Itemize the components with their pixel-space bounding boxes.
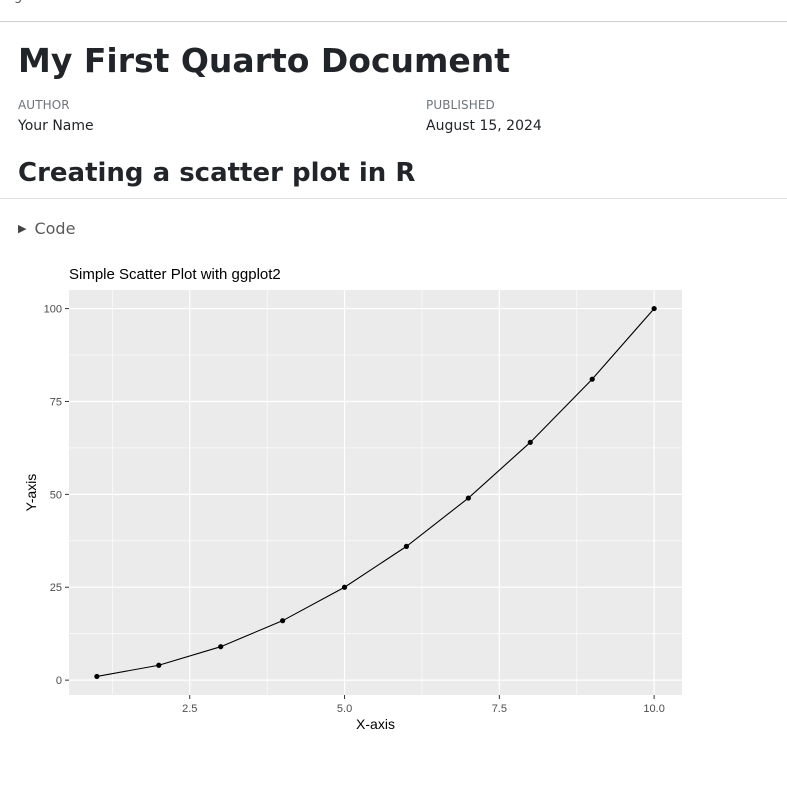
data-point: [218, 644, 224, 650]
x-tick-label: 5.0: [337, 703, 352, 715]
data-point: [280, 618, 286, 624]
disclosure-triangle-icon: ▶: [18, 222, 27, 235]
section-heading: Creating a scatter plot in R: [18, 158, 416, 188]
x-tick-label: 7.5: [492, 703, 507, 715]
data-point: [527, 439, 533, 445]
data-point: [341, 584, 348, 590]
published-value: August 15, 2024: [426, 118, 542, 134]
data-point: [156, 662, 162, 668]
y-tick-label: 75: [50, 396, 62, 408]
data-point: [465, 495, 471, 501]
code-fold-toggle[interactable]: ▶ Code: [18, 219, 75, 238]
x-tick-label: 2.5: [182, 703, 197, 715]
y-tick-label: 25: [50, 582, 62, 594]
y-axis-label: Y-axis: [23, 474, 39, 512]
code-toggle-label: Code: [34, 219, 76, 238]
x-axis-label: X-axis: [356, 716, 395, 732]
series-line: [96, 308, 655, 677]
y-tick-label: 0: [56, 675, 62, 687]
document-title: My First Quarto Document: [18, 41, 511, 80]
y-tick-label: 50: [50, 489, 62, 501]
y-tick-label: 100: [44, 304, 62, 316]
section-divider: [0, 198, 787, 199]
data-point: [589, 376, 595, 382]
top-bar-fragment: g: [14, 0, 22, 4]
published-label: PUBLISHED: [426, 98, 495, 112]
author-value: Your Name: [18, 118, 94, 134]
chart-title: Simple Scatter Plot with ggplot2: [69, 266, 281, 283]
x-tick-label: 10.0: [643, 703, 664, 715]
scatter-plot: Simple Scatter Plot with ggplot2 2.5 5.0 7.…: [23, 266, 682, 732]
data-point: [94, 673, 100, 680]
data-point: [403, 543, 410, 549]
data-point: [651, 305, 657, 312]
plot-panel: [69, 290, 682, 695]
top-bar: g: [0, 0, 787, 22]
author-label: AUTHOR: [18, 98, 70, 112]
